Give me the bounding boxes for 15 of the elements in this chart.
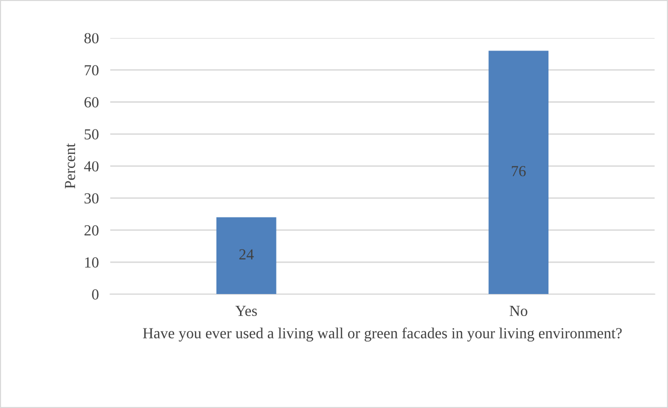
- y-tick-label: 40: [84, 161, 99, 172]
- y-tick-label: 0: [92, 289, 99, 300]
- data-label: 76: [512, 166, 526, 176]
- x-axis-title: Have you ever used a living wall or green facades in your living environment?: [142, 327, 622, 342]
- y-tick-label: 50: [84, 129, 99, 140]
- y-tick-label: 60: [84, 97, 99, 108]
- data-label: 24: [239, 249, 254, 260]
- y-tick-label: 10: [85, 257, 99, 268]
- y-tick-label: 80: [84, 33, 99, 44]
- x-tick-label: No: [510, 306, 528, 316]
- y-tick-label: 30: [84, 193, 99, 204]
- y-tick-label: 70: [84, 65, 99, 76]
- y-axis-title: Percent: [65, 143, 76, 189]
- y-tick-label: 20: [84, 225, 99, 236]
- x-tick-label: Yes: [235, 306, 257, 316]
